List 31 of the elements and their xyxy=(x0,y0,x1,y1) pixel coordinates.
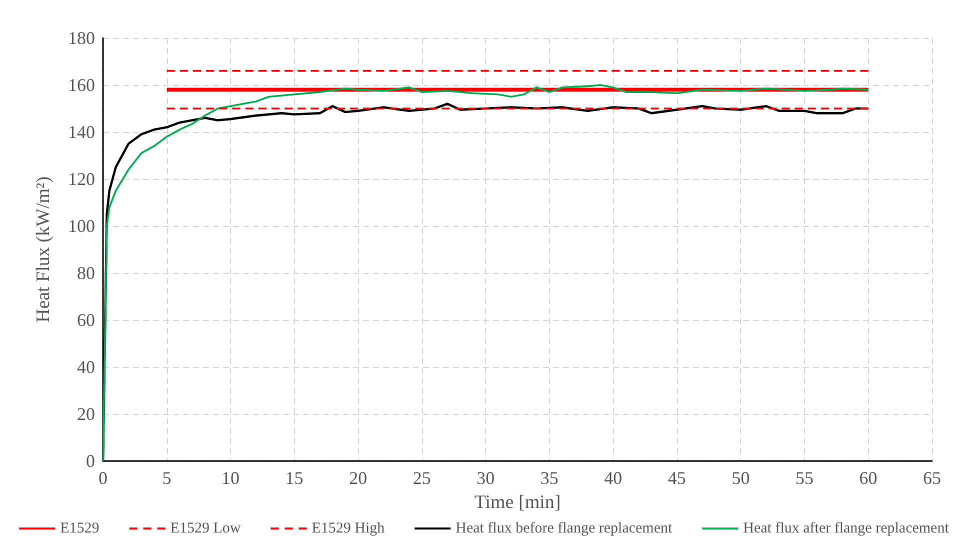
legend-label: E1529 xyxy=(60,520,100,536)
y-tick-label: 0 xyxy=(86,451,95,471)
y-tick-label: 20 xyxy=(77,404,95,424)
legend-label: Heat flux after flange replacement xyxy=(743,520,950,536)
x-tick-label: 35 xyxy=(540,468,558,488)
x-tick-label: 25 xyxy=(412,468,431,488)
y-axis-title: Heat Flux (kW/m²) xyxy=(33,176,54,323)
x-tick-label: 40 xyxy=(604,468,622,488)
x-tick-label: 30 xyxy=(476,468,495,488)
x-tick-label: 20 xyxy=(349,468,368,488)
x-tick-label: 60 xyxy=(859,468,878,488)
x-tick-label: 45 xyxy=(668,468,686,488)
y-tick-label: 160 xyxy=(68,75,95,95)
x-tick-label: 0 xyxy=(98,468,108,488)
x-tick-label: 50 xyxy=(732,468,750,488)
y-tick-label: 180 xyxy=(68,28,95,48)
legend-label: Heat flux before flange replacement xyxy=(456,520,673,536)
y-tick-label: 60 xyxy=(77,310,95,330)
x-tick-label: 10 xyxy=(222,468,240,488)
x-axis-title: Time [min] xyxy=(474,492,561,513)
x-tick-label: 65 xyxy=(923,468,941,488)
x-tick-label: 55 xyxy=(795,468,814,488)
x-tick-label: 5 xyxy=(162,468,172,488)
x-tick-label: 15 xyxy=(285,468,304,488)
legend-label: E1529 Low xyxy=(170,520,241,536)
y-tick-label: 100 xyxy=(68,216,95,236)
y-tick-label: 40 xyxy=(77,357,95,377)
y-tick-label: 80 xyxy=(77,263,95,283)
legend-label: E1529 High xyxy=(312,520,386,536)
y-tick-label: 140 xyxy=(68,122,95,142)
y-tick-label: 120 xyxy=(68,169,95,189)
